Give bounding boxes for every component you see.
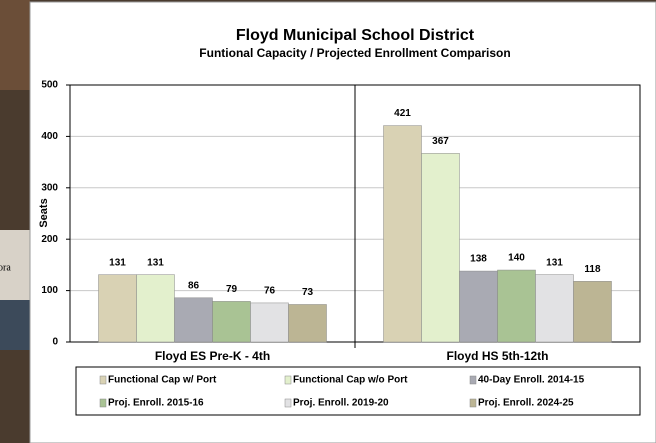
data-label: 140 xyxy=(508,253,525,264)
y-tick-label: 400 xyxy=(41,131,58,142)
bar xyxy=(536,275,574,342)
legend-label: Proj. Enroll. 2019-20 xyxy=(293,398,389,409)
bar xyxy=(574,281,612,342)
y-tick-label: 500 xyxy=(41,80,58,91)
bar xyxy=(422,153,460,342)
legend-label: Functional Cap w/o Port xyxy=(293,375,408,386)
y-tick-label: 200 xyxy=(41,234,58,245)
legend-label: Functional Cap w/ Port xyxy=(108,375,217,386)
data-label: 367 xyxy=(432,136,449,147)
legend-label: Proj. Enroll. 2024-25 xyxy=(478,398,574,409)
chart-title: Floyd Municipal School District xyxy=(236,27,475,44)
bar xyxy=(384,126,422,342)
background-text: ora xyxy=(0,262,11,273)
bar xyxy=(213,301,251,342)
bar xyxy=(498,270,536,342)
x-tick-label: Floyd HS 5th-12th xyxy=(446,349,548,363)
legend-swatch xyxy=(470,399,476,407)
data-label: 421 xyxy=(394,108,411,119)
x-tick-label: Floyd ES Pre-K - 4th xyxy=(155,349,270,363)
bar xyxy=(289,304,327,342)
legend-swatch xyxy=(100,376,106,384)
y-tick-label: 0 xyxy=(52,337,58,348)
chart-subtitle: Funtional Capacity / Projected Enrollmen… xyxy=(199,46,510,60)
legend-swatch xyxy=(470,376,476,384)
bar xyxy=(175,298,213,342)
legend-swatch xyxy=(285,399,291,407)
bar xyxy=(99,275,137,342)
bookshelf xyxy=(0,0,30,90)
data-label: 138 xyxy=(470,254,487,265)
legend-swatch xyxy=(285,376,291,384)
y-tick-label: 100 xyxy=(41,285,58,296)
legend-label: Proj. Enroll. 2015-16 xyxy=(108,398,204,409)
bar xyxy=(460,271,498,342)
y-axis-label: Seats xyxy=(38,198,50,227)
data-label: 131 xyxy=(546,257,563,268)
data-label: 73 xyxy=(302,287,314,298)
bar xyxy=(251,303,289,342)
y-tick-label: 300 xyxy=(41,182,58,193)
photo-shade xyxy=(0,300,30,350)
data-label: 118 xyxy=(584,264,601,275)
data-label: 76 xyxy=(264,286,276,297)
bar xyxy=(137,275,175,342)
data-label: 131 xyxy=(147,257,164,268)
data-label: 131 xyxy=(109,257,126,268)
data-label: 86 xyxy=(188,280,200,291)
legend-label: 40-Day Enroll. 2014-15 xyxy=(478,375,585,386)
legend-swatch xyxy=(100,399,106,407)
data-label: 79 xyxy=(226,284,238,295)
page: ora Floyd Municipal School District Funt… xyxy=(0,0,656,443)
